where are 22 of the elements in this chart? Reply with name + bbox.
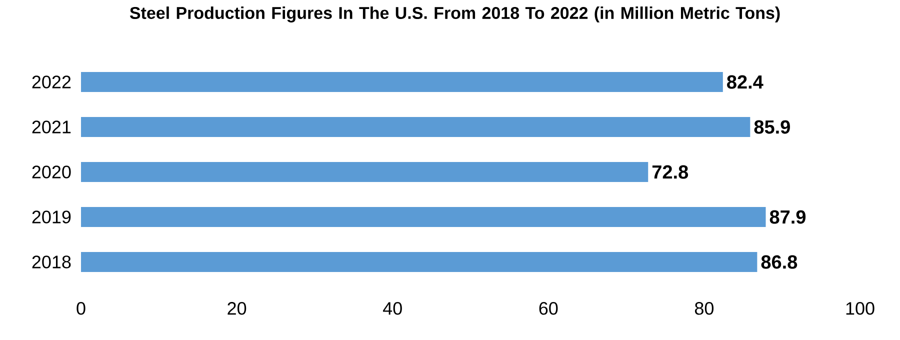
- bar: [81, 72, 723, 92]
- data-label: 85.9: [754, 120, 790, 134]
- bar: [81, 117, 750, 138]
- y-tick-label: 2020: [32, 166, 71, 178]
- y-tick-label: 2022: [32, 76, 71, 88]
- x-tick-label: 80: [694, 302, 714, 315]
- data-label: 86.8: [761, 255, 798, 269]
- x-tick-label: 0: [76, 302, 86, 315]
- x-tick-label: 60: [539, 302, 558, 315]
- bar: [81, 162, 648, 182]
- x-tick-label: 20: [228, 302, 246, 315]
- data-label: 72.8: [652, 165, 688, 179]
- x-tick-label: 100: [846, 302, 874, 315]
- bar: [81, 252, 758, 272]
- chart-title: Steel Production Figures In The U.S. From 2018 To 2022 (in Million Metric Tons): [130, 6, 780, 22]
- y-tick-label: 2019: [32, 210, 71, 224]
- bar: [81, 207, 766, 228]
- data-label: 82.4: [727, 75, 764, 89]
- data-label: 87.9: [770, 210, 806, 224]
- y-tick-label: 2018: [32, 256, 71, 268]
- y-tick-label: 2021: [32, 120, 71, 134]
- x-tick-label: 40: [383, 302, 402, 315]
